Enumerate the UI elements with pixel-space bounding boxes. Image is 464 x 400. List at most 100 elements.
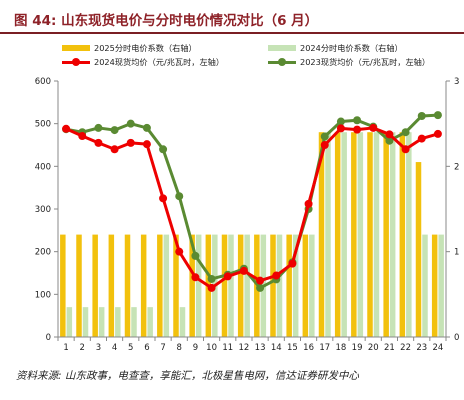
bar-2024-coef bbox=[276, 234, 283, 337]
series-2023-price-line bbox=[65, 113, 438, 290]
bar-2025-coef bbox=[157, 234, 163, 337]
bar-2025-coef bbox=[108, 234, 115, 337]
series-2023-price-point bbox=[142, 123, 151, 132]
series-2024-price-point bbox=[78, 132, 87, 141]
bar-2025-coef bbox=[431, 234, 438, 337]
y-left-tick-label: 500 bbox=[35, 120, 51, 130]
bar-2024-coef bbox=[115, 307, 121, 337]
series-2024-price-point bbox=[369, 123, 378, 132]
x-tick-label: 5 bbox=[128, 343, 133, 353]
bar-2025-coef bbox=[334, 132, 341, 337]
bar-2025-coef bbox=[173, 234, 179, 337]
bar-2025-coef bbox=[221, 234, 228, 337]
bar-2024-coef bbox=[341, 132, 347, 337]
bar-2025-coef bbox=[318, 132, 325, 337]
x-tick-label: 22 bbox=[400, 343, 411, 353]
series-2024-price-point bbox=[417, 134, 426, 143]
series-2023-price-point bbox=[175, 192, 184, 201]
figure-title: 图 44: 山东现货电价与分时电价情况对比（6 月） bbox=[14, 13, 319, 29]
bar-2025-coef bbox=[76, 234, 82, 337]
y-right-tick-label: 1 bbox=[454, 248, 459, 258]
x-tick-label: 3 bbox=[96, 343, 101, 353]
bar-2024-coef bbox=[373, 132, 380, 337]
series-2023-price-point bbox=[385, 136, 394, 145]
bar-2025-coef bbox=[383, 132, 389, 337]
bar-2025-coef bbox=[124, 234, 131, 337]
x-tick-label: 17 bbox=[319, 343, 330, 353]
y-right-tick-label: 0 bbox=[454, 333, 459, 343]
bar-2024-coef bbox=[292, 234, 299, 337]
y-right-tick-label: 2 bbox=[454, 162, 459, 172]
source-note: 资料来源: 山东政事，电查查，享能汇，北极星售电网，信达证券研发中心 bbox=[16, 370, 359, 382]
y-left-tick-label: 100 bbox=[35, 290, 51, 300]
legend-swatch-2024-coef bbox=[268, 45, 296, 51]
title-bar: 图 44: 山东现货电价与分时电价情况对比（6 月） bbox=[0, 0, 464, 34]
bar-2025-coef bbox=[399, 132, 406, 337]
x-tick-label: 23 bbox=[416, 343, 427, 353]
bar-2024-coef bbox=[422, 234, 428, 337]
bar-2024-coef bbox=[163, 234, 170, 337]
legend-label-2025-coef: 2025分时电价系数（右轴） bbox=[94, 43, 197, 53]
legend-label-2024-coef: 2024分时电价系数（右轴） bbox=[300, 43, 403, 53]
series-2024-price-point bbox=[62, 124, 71, 133]
series-2024-price-point bbox=[336, 124, 345, 133]
x-tick-label: 12 bbox=[239, 343, 250, 353]
x-tick-label: 18 bbox=[336, 343, 347, 353]
series-2024-price-point bbox=[320, 141, 329, 149]
series-2024-price-point bbox=[126, 138, 135, 147]
x-tick-label: 2 bbox=[80, 343, 85, 353]
bar-2025-coef bbox=[140, 234, 147, 337]
bar-2025-coef bbox=[237, 234, 244, 337]
series-2023-price-point bbox=[401, 128, 410, 137]
x-tick-label: 6 bbox=[144, 343, 149, 353]
series-2024-price-point bbox=[110, 145, 119, 154]
bar-2024-coef bbox=[357, 132, 364, 337]
x-tick-label: 19 bbox=[352, 343, 363, 353]
series-2024-price-point bbox=[142, 140, 151, 149]
legend-label-2024-price: 2024现货均价（元/兆瓦时，左轴） bbox=[94, 57, 225, 67]
x-tick-label: 8 bbox=[177, 343, 182, 353]
y-left-tick-label: 600 bbox=[35, 77, 51, 87]
series-2023-price-point bbox=[110, 126, 119, 135]
series-2024-price-point bbox=[288, 259, 297, 268]
bar-2025-coef bbox=[415, 162, 422, 337]
series-2024-price-point bbox=[353, 125, 362, 134]
series-2023-price-point bbox=[353, 116, 362, 125]
x-tick-label: 1 bbox=[63, 343, 68, 353]
legend-swatch-2024-price bbox=[62, 57, 90, 67]
y-left-tick-label: 0 bbox=[46, 333, 51, 343]
x-tick-label: 24 bbox=[433, 343, 444, 353]
bar-2025-coef bbox=[367, 132, 373, 337]
bar-2024-coef bbox=[438, 234, 444, 337]
bar-2025-coef bbox=[286, 234, 292, 337]
x-tick-label: 15 bbox=[287, 343, 298, 353]
bar-2025-coef bbox=[189, 234, 195, 337]
series-2024-price-point bbox=[256, 276, 265, 285]
legend-item-2024-price: 2024现货均价（元/兆瓦时，左轴） bbox=[62, 56, 224, 68]
bar-2024-coef bbox=[195, 234, 202, 337]
bar-2024-coef bbox=[82, 307, 89, 337]
bar-2024-coef bbox=[66, 307, 73, 337]
legend-label-2023-price: 2023现货均价（元/兆瓦时，左轴） bbox=[300, 57, 431, 67]
x-tick-label: 16 bbox=[303, 343, 314, 353]
bar-2024-coef bbox=[389, 132, 396, 337]
bar-2024-coef bbox=[406, 132, 412, 337]
bar-2024-coef bbox=[325, 132, 331, 337]
bar-2025-coef bbox=[351, 132, 357, 337]
bar-2024-coef bbox=[98, 307, 105, 337]
bar-2024-coef bbox=[131, 307, 137, 337]
series-2023-price-point bbox=[320, 132, 329, 141]
bar-2025-coef bbox=[92, 234, 98, 337]
series-2023-price-point bbox=[191, 251, 200, 260]
y-right-tick-label: 3 bbox=[454, 77, 459, 87]
x-tick-label: 14 bbox=[271, 343, 282, 353]
series-2023-price-point bbox=[207, 274, 216, 283]
y-left-tick-label: 300 bbox=[35, 205, 51, 215]
x-tick-label: 20 bbox=[368, 343, 379, 353]
y-left-tick-label: 200 bbox=[35, 248, 51, 258]
legend-swatch-2025-coef bbox=[62, 45, 90, 51]
bar-2025-coef bbox=[270, 234, 276, 337]
bar-2025-coef bbox=[302, 234, 309, 337]
